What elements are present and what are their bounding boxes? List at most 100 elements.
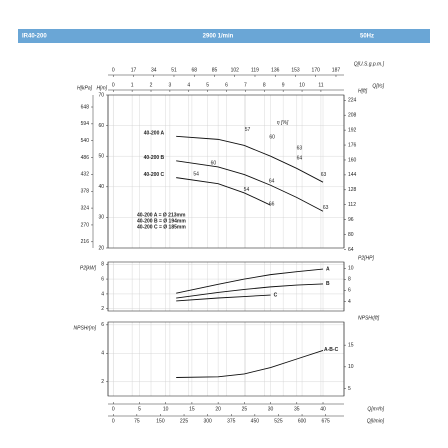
x-tick-label: 0: [112, 418, 115, 424]
y-axis-title: H[ft]: [358, 88, 368, 94]
model: IR40-200: [22, 34, 47, 40]
y-tick-label: 176: [348, 142, 357, 148]
x-tick-label: 15: [189, 406, 195, 412]
efficiency-label: 57: [245, 127, 251, 133]
y-tick-label: 378: [81, 189, 90, 195]
x-tick-label: 40: [320, 406, 326, 412]
y-tick-label: 2: [101, 306, 104, 312]
x-tick-label: 4: [187, 82, 190, 88]
x-tick-label: 11: [318, 82, 323, 88]
y-tick-label: 192: [348, 127, 357, 133]
y-tick-label: 128: [348, 187, 357, 193]
x-axis-title: Q[U.S.g.p.m.]: [354, 61, 385, 67]
y-axis-title: H[kPa]: [77, 85, 93, 91]
y-tick-label: 8: [101, 262, 104, 268]
y-tick-label: 80: [348, 232, 354, 238]
y-tick-label: 4: [348, 299, 351, 305]
y-tick-label: 160: [348, 157, 357, 163]
x-tick-label: 9: [282, 82, 285, 88]
x-tick-label: 450: [251, 418, 260, 424]
y-tick-label: 10: [348, 364, 354, 370]
y-tick-label: 324: [81, 205, 90, 211]
y-tick-label: 40: [98, 184, 104, 190]
x-tick-label: 3: [168, 82, 171, 88]
efficiency-label: 54: [244, 187, 250, 193]
curve: [176, 160, 324, 212]
y-tick-label: 594: [81, 121, 90, 127]
x-tick-label: 225: [180, 418, 189, 424]
x-tick-label: 2: [150, 82, 153, 88]
y-tick-label: 20: [98, 245, 104, 251]
y-tick-label: 96: [348, 217, 354, 223]
x-tick-label: 25: [242, 406, 248, 412]
y-tick-label: 432: [81, 172, 90, 178]
curve: [176, 177, 271, 206]
x-tick-label: 170: [312, 67, 321, 73]
panel-frame: [107, 94, 345, 249]
x-tick-label: 0: [112, 406, 115, 412]
y-tick-label: 50: [98, 154, 104, 160]
series-label: A-B-C: [324, 347, 339, 353]
efficiency-label: 60: [269, 134, 275, 140]
x-tick-label: 525: [274, 418, 283, 424]
y-tick-label: 4: [101, 351, 104, 357]
panel-frame: [107, 321, 345, 397]
curve: [176, 135, 324, 183]
header-bar: [18, 29, 430, 43]
y-axis-title: P2[kW]: [80, 265, 97, 271]
x-tick-label: 5: [206, 82, 209, 88]
panel-frame: [107, 261, 345, 312]
curve: [176, 268, 324, 294]
y-axis-title: H[m]: [96, 85, 107, 91]
series-label: 40-200 C: [144, 172, 165, 178]
y-tick-label: 270: [81, 222, 90, 228]
y-tick-label: 5: [348, 386, 351, 392]
x-tick-label: 1: [131, 82, 134, 88]
y-tick-label: 540: [81, 138, 90, 144]
y-tick-label: 144: [348, 172, 357, 178]
x-tick-label: 187: [332, 67, 341, 73]
x-tick-label: 0: [112, 82, 115, 88]
x-tick-label: 75: [134, 418, 140, 424]
y-tick-label: 15: [348, 342, 354, 348]
x-tick-label: 5: [138, 406, 141, 412]
x-tick-label: 34: [151, 67, 157, 73]
y-tick-label: 70: [98, 92, 104, 98]
y-tick-label: 8: [348, 277, 351, 283]
y-axis-title: NPSHr[m]: [74, 325, 97, 331]
x-tick-label: 600: [298, 418, 307, 424]
x-tick-label: 0: [112, 67, 115, 73]
x-tick-label: 35: [294, 406, 300, 412]
y-tick-label: 10: [348, 266, 354, 272]
series-label: A: [326, 266, 330, 272]
series-label: C: [274, 292, 278, 298]
x-tick-label: 119: [251, 67, 259, 73]
x-tick-label: 675: [321, 418, 330, 424]
x-tick-label: 150: [156, 418, 165, 424]
x-tick-label: 51: [171, 67, 177, 73]
y-tick-label: 216: [81, 239, 90, 245]
x-axis-title: Q[l/min]: [367, 418, 385, 424]
x-tick-label: 17: [131, 67, 137, 73]
y-tick-label: 486: [81, 155, 90, 161]
efficiency-label: 63: [323, 205, 329, 211]
x-tick-label: 68: [191, 67, 197, 73]
y-tick-label: 6: [101, 322, 104, 328]
x-tick-label: 136: [271, 67, 280, 73]
y-tick-label: 112: [348, 202, 356, 208]
y-tick-label: 4: [101, 291, 104, 297]
x-tick-label: 6: [225, 82, 228, 88]
efficiency-label: 63: [297, 145, 303, 151]
diameter-note: 40-200 A = Ø 213mm: [137, 212, 186, 218]
y-tick-label: 64: [348, 247, 354, 253]
efficiency-label: 60: [211, 160, 217, 166]
speed: 2900 1/min: [203, 34, 234, 40]
x-tick-label: 20: [215, 406, 221, 412]
y-tick-label: 648: [81, 104, 90, 110]
x-tick-label: 10: [163, 406, 169, 412]
diameter-note: 40-200 B = Ø 194mm: [137, 218, 186, 224]
y-axis-title: P2[HP]: [358, 255, 374, 261]
x-tick-label: 85: [212, 67, 218, 73]
series-label: B: [326, 281, 330, 287]
